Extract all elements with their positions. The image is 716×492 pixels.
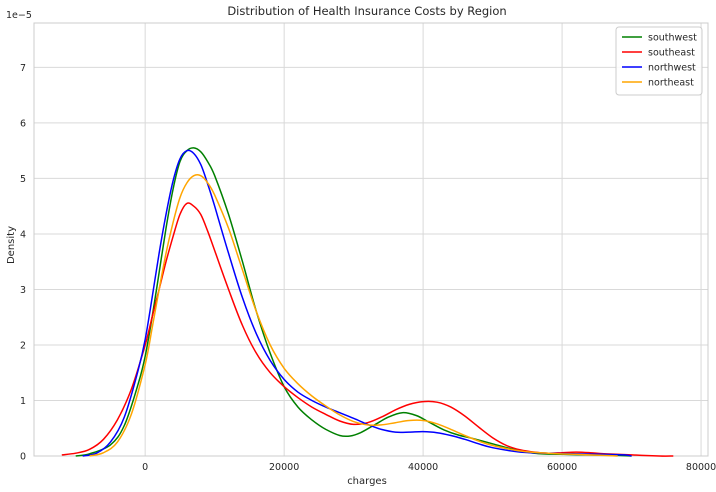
series-line-southwest bbox=[75, 147, 632, 457]
plot-border bbox=[33, 22, 709, 457]
series-line-northeast bbox=[89, 174, 618, 457]
y-tick-label: 2 bbox=[20, 340, 26, 351]
x-axis: 0 20000 40000 60000 80000 bbox=[142, 462, 716, 473]
x-tick-label: 0 bbox=[142, 462, 148, 473]
legend-label-northwest: northwest bbox=[648, 63, 696, 74]
legend-label-southwest: southwest bbox=[648, 33, 697, 44]
series-line-southeast bbox=[61, 202, 674, 457]
series-layer bbox=[61, 147, 674, 457]
x-tick-label: 40000 bbox=[408, 462, 438, 473]
x-axis-label: charges bbox=[347, 476, 387, 487]
series-line-northwest bbox=[82, 149, 632, 457]
y-axis-label: Density bbox=[6, 226, 17, 264]
legend-label-southeast: southeast bbox=[648, 48, 695, 59]
x-tick-label: 60000 bbox=[547, 462, 577, 473]
legend-label-northeast: northeast bbox=[648, 78, 694, 89]
y-axis-multiplier: 1e−5 bbox=[6, 10, 32, 21]
x-tick-label: 80000 bbox=[686, 462, 716, 473]
chart-title: Distribution of Health Insurance Costs b… bbox=[227, 4, 506, 18]
y-tick-label: 1 bbox=[20, 396, 26, 407]
y-axis: 0 1 2 3 4 5 6 7 bbox=[20, 63, 26, 463]
y-tick-label: 6 bbox=[20, 118, 26, 129]
x-tick-label: 20000 bbox=[269, 462, 299, 473]
y-tick-label: 3 bbox=[20, 285, 26, 296]
legend-box bbox=[615, 26, 703, 96]
y-tick-label: 5 bbox=[20, 174, 26, 185]
y-tick-label: 4 bbox=[20, 229, 26, 240]
plot-frame bbox=[33, 22, 709, 457]
grid bbox=[34, 23, 708, 457]
y-tick-label: 7 bbox=[20, 63, 26, 74]
y-tick-label: 0 bbox=[20, 452, 26, 463]
legend: southwest southeast northwest northeast bbox=[615, 26, 703, 96]
